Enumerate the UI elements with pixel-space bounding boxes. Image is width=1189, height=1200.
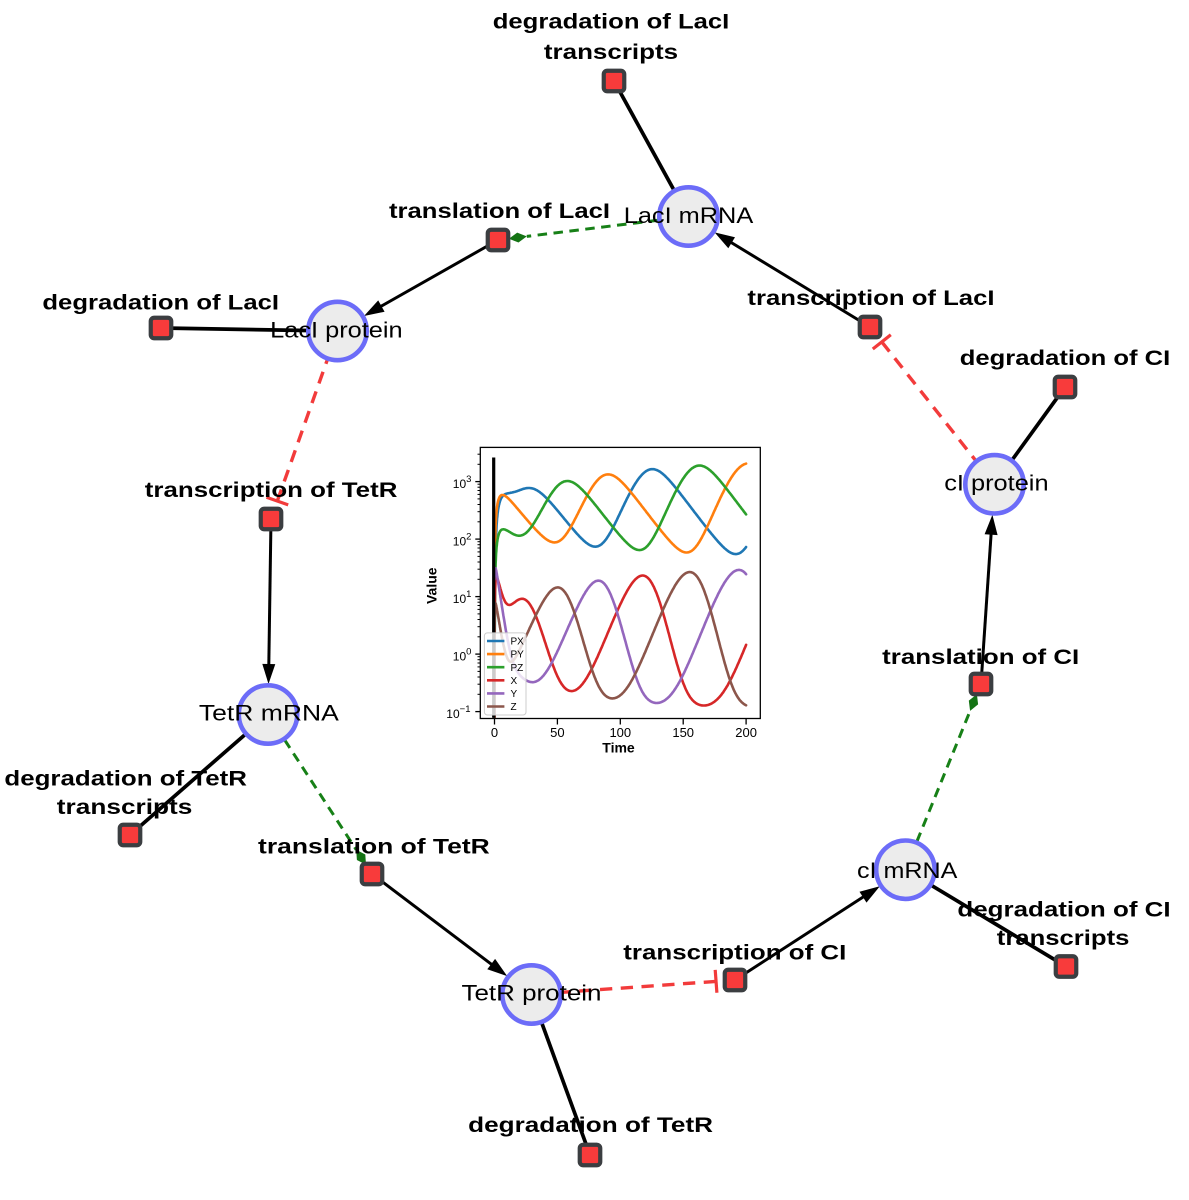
svg-text:150: 150 [672, 725, 694, 740]
svg-text:translation of TetR: translation of TetR [258, 836, 490, 859]
svg-text:100: 100 [609, 725, 631, 740]
svg-text:transcription of CI: transcription of CI [623, 942, 846, 965]
svg-text:cI protein: cI protein [944, 471, 1048, 496]
svg-text:LacI protein: LacI protein [270, 317, 403, 342]
svg-text:PY: PY [511, 650, 525, 661]
svg-text:LacI mRNA: LacI mRNA [624, 203, 754, 228]
svg-text:200: 200 [735, 725, 757, 740]
svg-text:degradation of CI: degradation of CI [960, 347, 1171, 370]
svg-text:transcripts: transcripts [57, 796, 193, 819]
svg-text:Y: Y [511, 689, 518, 700]
svg-text:transcripts: transcripts [997, 927, 1130, 950]
svg-text:PX: PX [511, 637, 525, 648]
svg-text:degradation of CI: degradation of CI [957, 899, 1170, 922]
svg-text:degradation of TetR: degradation of TetR [468, 1114, 713, 1137]
svg-text:transcription of LacI: transcription of LacI [747, 287, 994, 310]
svg-text:degradation of LacI: degradation of LacI [42, 292, 279, 315]
svg-text:PZ: PZ [511, 663, 524, 674]
svg-text:101: 101 [453, 589, 472, 606]
svg-text:100: 100 [453, 647, 472, 664]
svg-text:Value: Value [424, 567, 440, 604]
svg-text:translation of LacI: translation of LacI [389, 200, 610, 223]
svg-text:103: 103 [453, 474, 472, 491]
svg-text:50: 50 [550, 725, 564, 740]
svg-text:0: 0 [491, 725, 498, 740]
svg-text:10−1: 10−1 [446, 704, 470, 721]
svg-text:102: 102 [453, 532, 472, 549]
svg-text:degradation of TetR: degradation of TetR [4, 768, 247, 791]
svg-text:TetR protein: TetR protein [462, 980, 602, 1005]
svg-text:Z: Z [511, 702, 517, 713]
svg-text:Time: Time [602, 740, 635, 756]
svg-text:X: X [511, 676, 518, 687]
svg-text:cI mRNA: cI mRNA [857, 858, 958, 883]
svg-text:translation of CI: translation of CI [882, 646, 1079, 669]
svg-text:transcripts: transcripts [544, 41, 678, 64]
svg-text:degradation of LacI: degradation of LacI [493, 10, 730, 33]
svg-text:TetR mRNA: TetR mRNA [199, 700, 339, 725]
svg-text:transcription of TetR: transcription of TetR [145, 479, 398, 502]
